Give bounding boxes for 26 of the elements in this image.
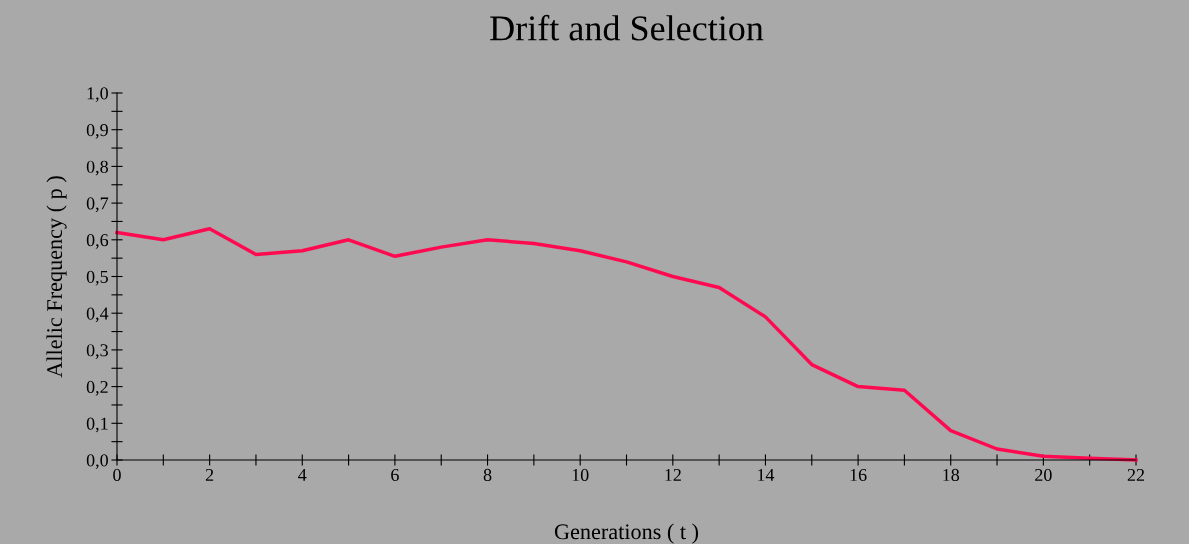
y-tick-label: 0,2 [86,380,108,396]
x-tick-label: 14 [758,468,775,481]
x-tick-label: 4 [298,468,307,481]
y-tick-label: 0,7 [86,197,109,213]
x-tick-label: 16 [850,468,867,482]
chart-title: Drift and Selection [490,14,764,41]
x-tick-label: 0 [113,468,121,482]
x-tick-label: 18 [943,468,960,482]
y-axis-title: Allelic Frequency ( p ) [46,176,67,378]
y-tick-label: 0,8 [86,160,108,176]
x-tick-label: 12 [665,468,681,481]
y-tick-label: 0,4 [86,307,109,323]
x-tick-label: 20 [1035,468,1052,482]
y-tick-label: 0,1 [86,417,108,433]
y-tick-label: 0,5 [86,270,108,286]
x-tick-label: 22 [1127,468,1145,481]
y-tick-label: 0,6 [86,234,109,249]
y-tick-label: 0,9 [86,123,108,139]
y-tick-label: 1,0 [87,87,108,103]
x-tick-label: 10 [572,468,589,482]
x-tick-label: 8 [483,468,492,482]
x-tick-label: 2 [205,468,214,481]
x-axis-title: Generations ( t ) [554,523,699,544]
x-tick-label: 6 [391,468,399,482]
y-tick-label: 0,0 [86,454,108,470]
y-tick-label: 0,3 [86,344,108,359]
